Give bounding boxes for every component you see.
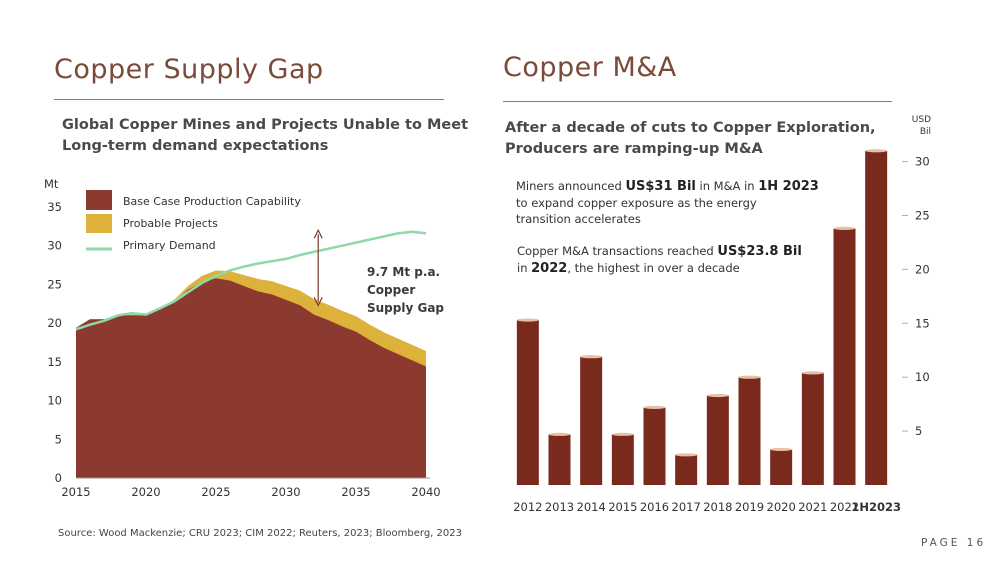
- bar-top-cap: [643, 405, 666, 409]
- right-x-tick-label: 2015: [608, 500, 637, 514]
- bar: [706, 395, 729, 485]
- right-y-unit-line2: Bil: [920, 127, 931, 137]
- bar: [770, 449, 793, 485]
- right-x-tick-label: 2012: [513, 500, 542, 514]
- bar: [548, 434, 571, 485]
- right-x-tick-label: 2021: [798, 500, 827, 514]
- right-subtitle-line1: After a decade of cuts to Copper Explora…: [505, 120, 876, 136]
- right-x-tick-label: 2016: [640, 500, 669, 514]
- left-x-tick-label: 2015: [61, 485, 90, 499]
- bar: [580, 356, 603, 485]
- ma-note-1-period: 1H 2023: [758, 179, 819, 194]
- bar-top-cap: [770, 447, 793, 452]
- legend-base-case-swatch: [86, 190, 112, 210]
- legend-probable-swatch: [86, 214, 112, 233]
- base-case-area: [76, 278, 426, 478]
- bar: [865, 150, 888, 485]
- legend-base-case-label: Base Case Production Capability: [123, 195, 301, 208]
- bar: [738, 377, 761, 485]
- left-y-tick-label: 15: [47, 355, 62, 369]
- left-y-tick-label: 25: [47, 277, 62, 291]
- bar-top-cap: [675, 453, 698, 457]
- right-y-tick-label: 25: [915, 208, 930, 222]
- left-title: Copper Supply Gap: [54, 54, 324, 85]
- bar-top-cap: [580, 355, 603, 359]
- left-subtitle-line1: Global Copper Mines and Projects Unable …: [62, 117, 469, 133]
- bar: [643, 407, 666, 485]
- left-x-tick-label: 2020: [131, 485, 160, 499]
- bar-top-cap: [865, 149, 888, 153]
- bar: [833, 228, 856, 485]
- right-x-tick-label: 2020: [767, 500, 796, 514]
- left-y-tick-label: 20: [47, 316, 62, 330]
- ma-note-2-year: 2022: [531, 261, 568, 276]
- left-x-tick-label: 2030: [271, 485, 300, 499]
- bar-top-cap: [516, 318, 539, 322]
- ma-note-1: Miners announced US$31 Bil in M&A in 1H …: [516, 179, 819, 226]
- left-x-tick-label: 2035: [341, 485, 370, 499]
- ma-note-2-amount: US$23.8 Bil: [717, 244, 802, 259]
- primary-demand-line: [75, 230, 427, 331]
- right-y-tick-label: 5: [915, 424, 922, 438]
- left-y-axis-label: Mt: [44, 177, 59, 191]
- right-y-tick-label: 10: [915, 370, 930, 384]
- right-y-tick-label: 15: [915, 316, 930, 330]
- left-y-tick-label: 35: [47, 200, 62, 214]
- gap-label-line: 9.7 Mt p.a.: [367, 265, 440, 279]
- right-x-tick-label: 2017: [672, 500, 701, 514]
- left-subtitle: Global Copper Mines and Projects Unable …: [62, 115, 468, 157]
- bar-top-cap: [738, 375, 761, 379]
- right-x-tick-label: 2014: [577, 500, 606, 514]
- left-y-tick-label: 10: [47, 394, 62, 408]
- gap-arrow-head-up: [313, 228, 323, 239]
- left-x-tick-label: 2025: [201, 485, 230, 499]
- bar: [611, 434, 634, 485]
- legend-probable-label: Probable Projects: [123, 217, 218, 230]
- bar: [801, 372, 824, 485]
- bar-top-cap: [548, 432, 571, 436]
- right-subtitle-line2: Producers are ramping-up M&A: [505, 141, 763, 157]
- bar-top-cap: [706, 393, 729, 398]
- gap-label-line: Supply Gap: [367, 301, 444, 315]
- right-x-tick-label: 2013: [545, 500, 574, 514]
- ma-note-1-amount: US$31 Bil: [625, 179, 696, 194]
- right-y-unit-line1: USD: [912, 115, 931, 125]
- bar-top-cap: [801, 371, 824, 375]
- bar: [516, 320, 539, 485]
- left-subtitle-line2: Long-term demand expectations: [62, 138, 329, 154]
- right-x-tick-label: 2019: [735, 500, 764, 514]
- right-y-tick-label: 20: [915, 262, 930, 276]
- bar-top-cap: [833, 226, 856, 231]
- left-title-rule: [54, 99, 444, 100]
- right-subtitle: After a decade of cuts to Copper Explora…: [505, 118, 876, 160]
- left-y-tick-label: 5: [55, 432, 62, 446]
- left-y-tick-label: 0: [55, 471, 62, 485]
- right-x-tick-label: 2022: [830, 500, 859, 514]
- bar-top-cap: [611, 432, 634, 436]
- left-y-tick-label: 30: [47, 239, 62, 253]
- gap-label-line: Copper: [367, 283, 415, 297]
- bar: [675, 454, 698, 485]
- right-x-tick-label: 1H2023: [851, 500, 901, 514]
- gap-arrow-head-down: [313, 297, 323, 307]
- right-title: Copper M&A: [503, 52, 677, 83]
- source-note: Source: Wood Mackenzie; CRU 2023; CIM 20…: [58, 528, 462, 539]
- right-x-tick-label: 2018: [703, 500, 732, 514]
- legend-demand-label: Primary Demand: [123, 239, 216, 252]
- ma-note-2: Copper M&A transactions reached US$23.8 …: [517, 244, 802, 276]
- page-number: PAGE 16: [921, 537, 987, 549]
- left-x-tick-label: 2040: [411, 485, 440, 499]
- right-title-rule: [503, 101, 892, 102]
- right-y-tick-label: 30: [915, 155, 930, 169]
